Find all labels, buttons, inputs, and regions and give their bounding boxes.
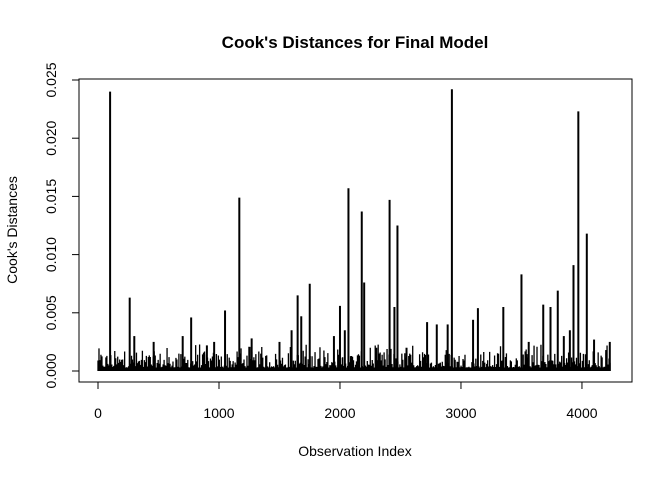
y-tick-label-1: 0.005 [43,295,59,330]
y-tick-label-5: 0.025 [43,62,59,97]
x-tick-label-1: 1000 [203,405,234,421]
x-tick-label-3: 3000 [445,405,476,421]
y-axis: 0.000 0.005 0.010 0.015 0.020 0.025 [43,62,80,389]
y-tick-label-2: 0.010 [43,237,59,272]
spikes-group [97,89,611,371]
y-tick-label-3: 0.015 [43,179,59,214]
chart-title: Cook's Distances for Final Model [222,33,489,52]
x-tick-label-2: 2000 [324,405,355,421]
x-tick-label-0: 0 [94,405,102,421]
plot-frame [78,78,633,383]
background-spikes [97,344,611,371]
x-axis: 0 1000 2000 3000 4000 [94,381,598,421]
x-tick-label-4: 4000 [566,405,597,421]
y-tick-label-0: 0.000 [43,353,59,388]
y-axis-label: Cook's Distances [4,176,20,284]
x-axis-label: Observation Index [298,443,412,459]
y-tick-label-4: 0.020 [43,120,59,155]
